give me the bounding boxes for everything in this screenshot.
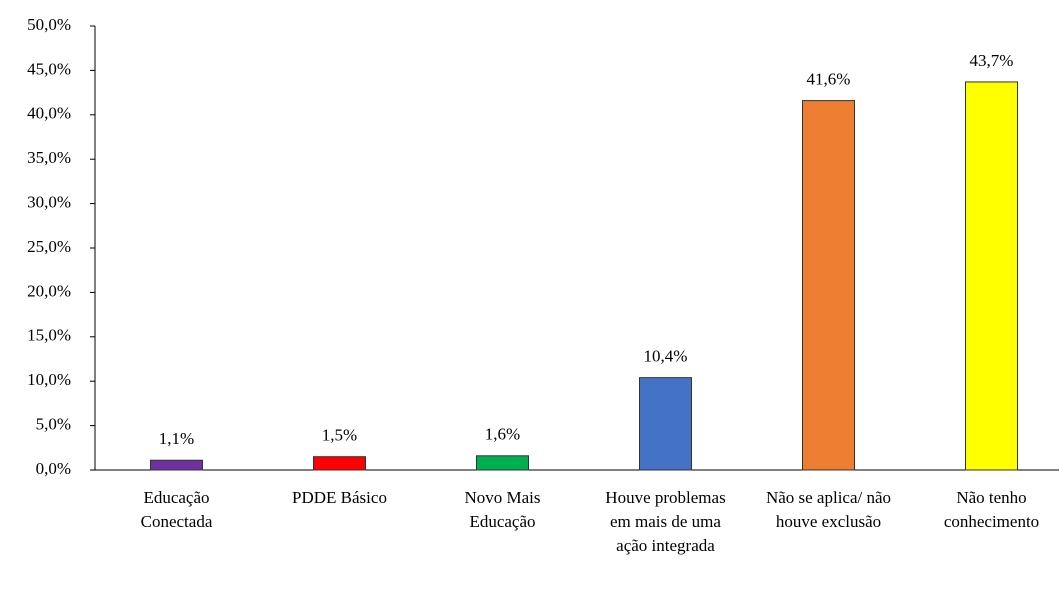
- bar: [965, 81, 1018, 471]
- y-tick-label: 10,0%: [27, 370, 71, 389]
- data-label: 1,6%: [485, 425, 520, 444]
- y-tick-label: 5,0%: [36, 415, 71, 434]
- x-tick-label: Não tenho conhecimento: [943, 488, 1040, 531]
- y-tick-label: 20,0%: [27, 281, 71, 300]
- x-tick-label: Não se aplica/ não houve exclusão: [765, 488, 892, 531]
- x-tick-label: Houve problemas em mais de uma ação inte…: [605, 488, 726, 555]
- y-tick-label: 30,0%: [27, 193, 71, 212]
- x-tick-label: Novo Mais Educação: [464, 488, 541, 531]
- y-tick-label: 35,0%: [27, 148, 71, 167]
- bar: [639, 377, 692, 471]
- data-label: 41,6%: [807, 69, 851, 88]
- bar: [150, 459, 203, 471]
- bar: [313, 456, 366, 471]
- y-tick-label: 40,0%: [27, 104, 71, 123]
- y-tick-label: 15,0%: [27, 326, 71, 345]
- y-tick-label: 0,0%: [36, 459, 71, 478]
- bar: [802, 100, 855, 471]
- y-tick-label: 25,0%: [27, 237, 71, 256]
- x-tick-label: PDDE Básico: [292, 488, 387, 507]
- data-label: 10,4%: [644, 347, 688, 366]
- x-tick-label: Educação Conectada: [140, 488, 213, 531]
- data-label: 43,7%: [970, 51, 1014, 70]
- data-label: 1,5%: [322, 426, 357, 445]
- bar: [476, 455, 529, 471]
- y-tick-label: 45,0%: [27, 59, 71, 78]
- data-label: 1,1%: [159, 429, 194, 448]
- y-tick-label: 50,0%: [27, 15, 71, 34]
